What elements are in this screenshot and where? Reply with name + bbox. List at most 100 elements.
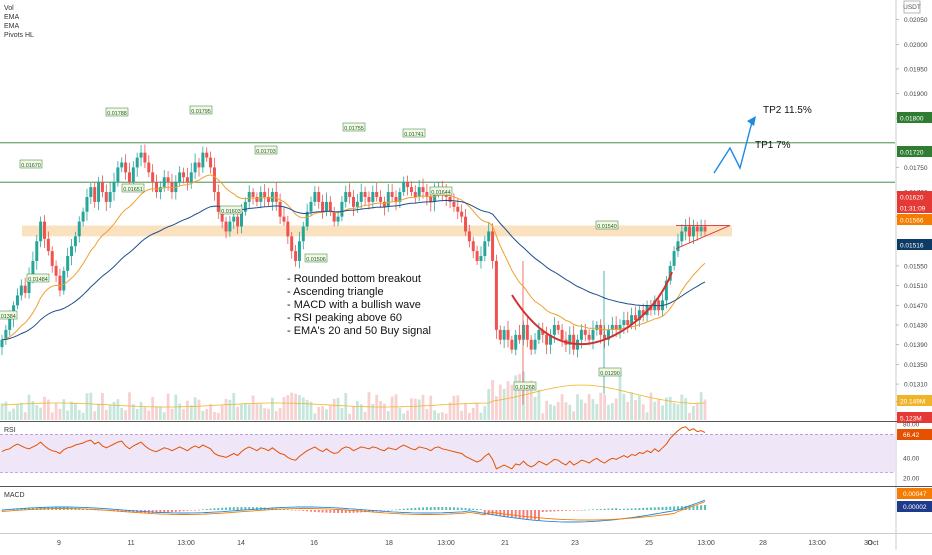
volume-bar <box>255 404 259 420</box>
volume-bar <box>309 401 313 420</box>
y-tick-label: 0.01550 <box>904 263 928 270</box>
rsi-tick-label: 20.00 <box>903 476 920 483</box>
macd-histogram-bar <box>248 507 251 510</box>
macd-histogram-bar <box>553 510 556 512</box>
rsi-label[interactable]: RSI <box>4 427 16 434</box>
macd-histogram-bar <box>653 507 656 510</box>
volume-bar <box>131 404 135 420</box>
candle-body <box>147 162 151 173</box>
note-3: - MACD with a bullish wave <box>287 299 421 311</box>
candle-body <box>166 177 170 183</box>
macd-histogram-bar <box>441 507 444 510</box>
macd-histogram-bar <box>576 510 579 511</box>
price-marker-label: 0.01516 <box>900 243 924 250</box>
macd-histogram-bar <box>700 505 703 510</box>
indicator-vol[interactable]: Vol <box>4 5 14 12</box>
volume-bar <box>305 399 309 420</box>
macd-histogram-bar <box>692 505 695 510</box>
candle-body <box>328 201 332 212</box>
volume-bar <box>522 371 525 420</box>
volume-bar <box>641 404 645 420</box>
price-marker-label: 0.01720 <box>900 150 924 157</box>
candle-body <box>409 187 413 193</box>
volume-bar <box>549 404 552 420</box>
indicator-ema-1[interactable]: EMA <box>4 14 20 21</box>
candle-body <box>39 221 43 242</box>
pivot-label: 0.01290 <box>600 371 620 377</box>
pivot-box <box>219 205 243 215</box>
volume-bar <box>124 410 128 420</box>
target-arrow-head <box>747 116 756 126</box>
volume-bar <box>491 379 494 420</box>
indicator-ema-2[interactable]: EMA <box>4 23 20 30</box>
pivot-marker: 0.01651 <box>121 183 145 193</box>
macd-histogram-bar <box>673 506 676 510</box>
pivot-box <box>19 159 43 169</box>
macd-histogram-bar <box>468 508 471 510</box>
macd-histogram-bar <box>545 510 548 512</box>
candle-body <box>583 329 587 335</box>
candle-body <box>371 192 375 202</box>
macd-histogram-bar <box>337 510 340 513</box>
macd-histogram-bar <box>225 507 228 510</box>
y-tick-label: 0.02000 <box>904 42 928 49</box>
candle-body <box>572 334 576 350</box>
macd-histogram-bar <box>429 507 432 510</box>
candle-body <box>587 334 591 340</box>
y-tick-label: 0.01950 <box>904 66 928 73</box>
candle-body <box>460 211 464 217</box>
candle-body <box>89 187 93 197</box>
candle-body <box>4 329 8 340</box>
candle-body <box>108 192 112 202</box>
price-marker-bg <box>897 239 932 250</box>
volume-bar <box>27 394 31 420</box>
note-1: - Rounded bottom breakout <box>287 273 421 285</box>
pivot-label: 0.01484 <box>28 277 48 283</box>
macd-histogram-bar <box>174 510 177 512</box>
volume-bar <box>162 412 166 420</box>
candle-body <box>255 196 259 202</box>
macd-histogram-bar <box>286 509 289 511</box>
candle-body <box>85 196 89 212</box>
volume-bar <box>572 411 576 420</box>
candle-body <box>610 324 614 330</box>
volume-bar <box>460 410 464 420</box>
volume-ma-line <box>1 384 706 408</box>
macd-histogram-bar <box>422 507 425 510</box>
macd-label[interactable]: MACD <box>4 492 25 499</box>
volume-bar <box>668 396 672 420</box>
volume-bar <box>664 397 668 420</box>
price-marker-label: 0.01800 <box>900 116 924 123</box>
candle-body <box>251 192 255 197</box>
indicator-pivots[interactable]: Pivots HL <box>4 32 34 39</box>
price-marker-label: 0.01620 <box>900 195 924 202</box>
x-tick-label: 13:00 <box>437 540 455 547</box>
volume-bar <box>332 398 336 420</box>
candle-body <box>243 201 247 212</box>
volume-bar <box>514 375 518 420</box>
volume-bar <box>205 409 209 420</box>
pivot-marker: 0.01703 <box>254 145 278 155</box>
volume-bar <box>301 397 305 420</box>
pivot-label: 0.01755 <box>344 126 364 132</box>
volume-bar <box>467 412 471 420</box>
macd-histogram-bar <box>310 510 313 512</box>
macd-histogram-bar <box>657 507 660 510</box>
candle-body <box>622 320 626 325</box>
rsi-band <box>0 434 895 473</box>
candle-body <box>201 152 205 168</box>
volume-bar <box>607 404 610 420</box>
macd-histogram-bar <box>665 506 668 510</box>
macd-histogram-bar <box>20 508 23 510</box>
macd-histogram-bar <box>213 508 216 510</box>
macd-histogram-bar <box>178 510 181 512</box>
candle-body <box>232 216 236 222</box>
volume-bar <box>259 404 263 420</box>
volume-bar <box>692 405 695 420</box>
macd-histogram-bar <box>333 510 336 513</box>
y-tick-label: 0.01350 <box>904 362 928 369</box>
volume-bar <box>328 405 332 420</box>
candle-body <box>618 324 622 330</box>
candle-body <box>324 201 328 212</box>
